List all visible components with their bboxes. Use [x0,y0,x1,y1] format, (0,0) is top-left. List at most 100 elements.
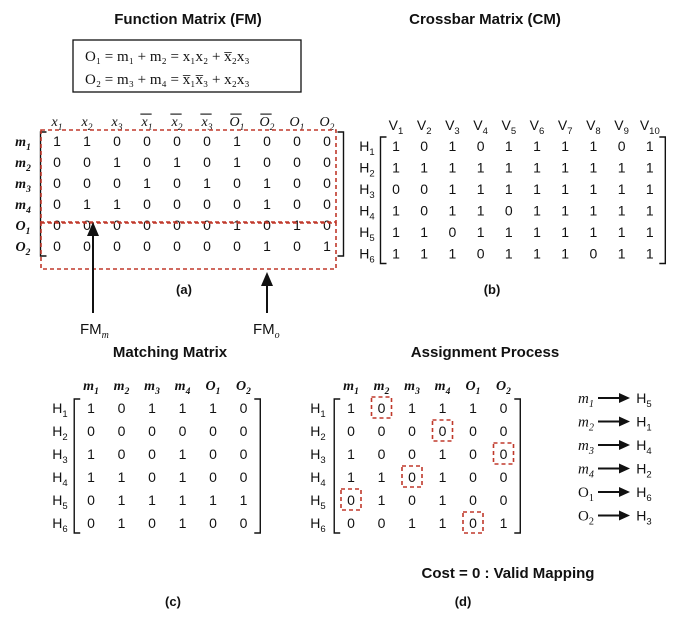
ap-cell: 1 [347,446,355,462]
fm-col-header: x3 [201,115,213,133]
fm-cell: 1 [83,196,91,212]
fm-cell: 1 [83,133,91,149]
fm-cell: 0 [173,196,181,212]
cm-row-header: H3 [359,181,374,201]
cm-cell: 1 [449,246,457,262]
cm-cell: 1 [392,224,400,240]
fm-cell: 0 [263,133,271,149]
cm-right-bracket [659,136,667,265]
cm-cell: 1 [420,246,428,262]
mm-cell: 1 [209,400,217,416]
ap-row-header: H4 [310,469,326,489]
caption-d: (d) [455,594,472,609]
cm-cell: 1 [505,246,513,262]
mm-cell: 1 [118,492,126,508]
fm-cell: 0 [233,238,241,254]
fm-row-header: O2 [16,240,31,258]
cm-cell: 0 [477,138,485,154]
mm-row-header: H1 [52,400,67,420]
mm-cell: 0 [118,400,126,416]
cm-cell: 1 [646,203,654,219]
ap-assigned-highlight [370,396,393,419]
fm-cell: 0 [113,175,121,191]
mm-cell: 0 [240,515,248,531]
mapping-source: m3 [578,438,594,457]
ap-cell: 0 [500,423,508,439]
ap-assigned-highlight [462,511,484,534]
cm-cell: 1 [561,138,569,154]
fm-cell: 0 [293,238,301,254]
fm-cell: 0 [113,133,121,149]
fm-col-header: x2 [81,115,93,133]
cm-cell: 1 [449,160,457,176]
cm-cell: 1 [420,160,428,176]
mm-col-header: m3 [144,379,160,397]
cm-cell: 1 [392,246,400,262]
fm-m-label: FMm [80,321,109,341]
fm-cell: 0 [53,238,61,254]
mapping-arrowhead [619,416,630,427]
cm-cell: 1 [590,160,598,176]
ap-cell: 0 [469,515,477,531]
cm-cell: 1 [533,203,541,219]
fm-cell: 0 [233,196,241,212]
ap-cell: 0 [408,423,416,439]
fm-cell: 1 [203,175,211,191]
cm-cell: 0 [449,224,457,240]
cm-cell: 1 [420,224,428,240]
ap-cell: 1 [439,400,447,416]
mm-cell: 0 [87,423,95,439]
fm-col-header: x2 [171,115,183,133]
cm-cell: 1 [618,203,626,219]
ap-cell: 0 [378,515,386,531]
fm-cell: 0 [293,196,301,212]
mm-cell: 0 [148,423,156,439]
mm-cell: 1 [240,492,248,508]
caption-c: (c) [165,594,181,609]
mm-cell: 1 [148,400,156,416]
ap-cell: 1 [378,469,386,485]
ap-row-header: H2 [310,423,325,443]
mapping-arrowhead [619,393,630,403]
fm-col-header: O1 [290,115,305,133]
cm-cell: 1 [477,160,485,176]
ap-cell: 1 [500,515,508,531]
mm-cell: 0 [87,515,95,531]
ap-cell: 0 [408,446,416,462]
fm-col-header: O2 [260,115,275,133]
fm-cell: 1 [233,154,241,170]
ap-cell: 1 [408,515,416,531]
cm-cell: 1 [392,203,400,219]
fm-cell: 0 [323,217,331,233]
mm-col-header: m2 [114,379,130,397]
cm-col-header: V9 [614,117,629,137]
ap-col-header: m1 [343,379,359,397]
equation-box [72,39,302,93]
mm-cell: 1 [179,492,187,508]
mapping-arrowhead [619,510,630,521]
cm-cell: 1 [646,224,654,240]
cm-cell: 1 [646,138,654,154]
fm-cell: 0 [143,238,151,254]
cm-cell: 1 [533,224,541,240]
ap-cell: 0 [469,469,477,485]
mm-cell: 1 [118,515,126,531]
fm-cell: 1 [113,154,121,170]
ap-cell: 0 [439,423,447,439]
equation-o1: O₁ = m₁ + m₂ = x₁x₂ + x̅₂x₃ [85,49,250,65]
mm-cell: 0 [240,446,248,462]
ap-col-header: m2 [374,379,390,397]
mapping-target: H2 [636,461,651,481]
cm-cell: 1 [449,138,457,154]
mapping-target: H4 [636,437,652,457]
cm-cell: 1 [392,138,400,154]
fm-row-header: m2 [15,156,31,174]
fm-cell: 1 [263,175,271,191]
mm-row-header: H5 [52,492,67,512]
fm-cell: 0 [53,217,61,233]
mm-cell: 0 [209,423,217,439]
mm-cell: 0 [209,469,217,485]
ap-cell: 1 [347,469,355,485]
fm-cell: 0 [173,217,181,233]
fm-cell: 0 [83,217,91,233]
